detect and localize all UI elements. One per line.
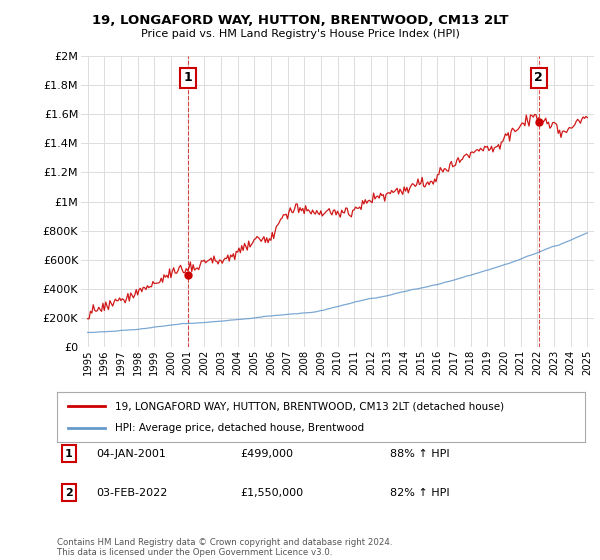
Text: 2: 2 bbox=[535, 71, 543, 85]
Text: 1: 1 bbox=[65, 449, 73, 459]
Text: HPI: Average price, detached house, Brentwood: HPI: Average price, detached house, Bren… bbox=[115, 423, 364, 433]
Text: 2: 2 bbox=[65, 488, 73, 498]
Text: 19, LONGAFORD WAY, HUTTON, BRENTWOOD, CM13 2LT: 19, LONGAFORD WAY, HUTTON, BRENTWOOD, CM… bbox=[92, 14, 508, 27]
Text: £1,550,000: £1,550,000 bbox=[240, 488, 303, 498]
Text: 19, LONGAFORD WAY, HUTTON, BRENTWOOD, CM13 2LT (detached house): 19, LONGAFORD WAY, HUTTON, BRENTWOOD, CM… bbox=[115, 401, 504, 411]
Text: 04-JAN-2001: 04-JAN-2001 bbox=[96, 449, 166, 459]
Text: 88% ↑ HPI: 88% ↑ HPI bbox=[390, 449, 449, 459]
Text: 03-FEB-2022: 03-FEB-2022 bbox=[96, 488, 167, 498]
Text: 82% ↑ HPI: 82% ↑ HPI bbox=[390, 488, 449, 498]
Text: 1: 1 bbox=[184, 71, 193, 85]
Text: Price paid vs. HM Land Registry's House Price Index (HPI): Price paid vs. HM Land Registry's House … bbox=[140, 29, 460, 39]
Text: Contains HM Land Registry data © Crown copyright and database right 2024.
This d: Contains HM Land Registry data © Crown c… bbox=[57, 538, 392, 557]
Text: £499,000: £499,000 bbox=[240, 449, 293, 459]
